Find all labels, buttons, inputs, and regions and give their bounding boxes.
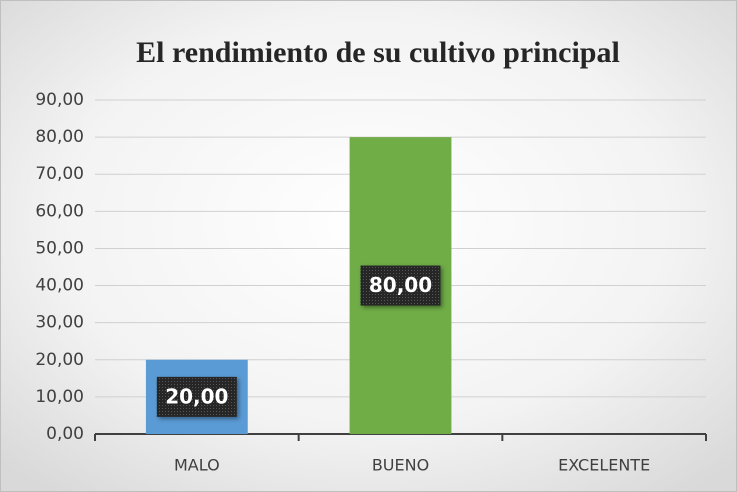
y-tick-label: 50,00	[35, 238, 84, 258]
x-tick-label: BUENO	[372, 456, 429, 475]
y-tick-label: 20,00	[35, 350, 84, 370]
y-tick-label: 90,00	[35, 90, 84, 110]
y-tick-label: 70,00	[35, 164, 84, 184]
data-label: 20,00	[165, 384, 228, 408]
y-tick-label: 30,00	[35, 313, 84, 333]
x-tick-label: MALO	[174, 456, 220, 475]
y-tick-label: 60,00	[35, 201, 84, 221]
data-label-box	[156, 376, 237, 417]
x-tick-label: EXCELENTE	[558, 456, 650, 475]
y-tick-label: 80,00	[35, 127, 84, 147]
y-tick-label: 40,00	[35, 276, 84, 296]
y-tick-label: 10,00	[35, 387, 84, 407]
y-tick-label: 0,00	[46, 424, 84, 444]
chart-title: El rendimiento de su cultivo principal	[136, 36, 620, 69]
data-label: 80,00	[369, 273, 432, 297]
data-label-box	[360, 265, 441, 306]
